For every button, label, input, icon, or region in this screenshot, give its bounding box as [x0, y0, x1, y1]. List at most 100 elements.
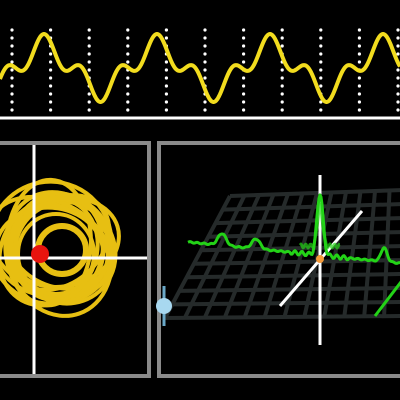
grid-dot — [126, 36, 130, 40]
spectrum-trace-back — [298, 202, 341, 250]
grid-dot — [242, 108, 246, 112]
grid-dot — [357, 36, 361, 40]
grid-dot — [10, 60, 14, 64]
slider-knob-icon[interactable] — [156, 298, 172, 314]
grid-line-col — [302, 192, 334, 318]
grid-dot — [10, 44, 14, 48]
waveform-panel — [0, 28, 400, 120]
grid-dot — [242, 28, 246, 32]
grid-dot — [203, 36, 207, 40]
grid-dot — [87, 44, 91, 48]
grid-dot — [126, 100, 130, 104]
grid-dot — [319, 60, 323, 64]
grid-dot — [357, 84, 361, 88]
grid-dot — [164, 100, 168, 104]
orbit-loop — [8, 191, 105, 303]
spectrum-trace — [187, 193, 400, 265]
grid-line-col — [202, 194, 261, 319]
grid-dot — [126, 108, 130, 112]
grid-dot — [87, 100, 91, 104]
grid-line-col — [362, 190, 377, 317]
grid-dot — [280, 68, 284, 72]
grid-dot — [280, 100, 284, 104]
grid-line-col — [163, 195, 232, 319]
grid-dot — [203, 108, 207, 112]
grid-dot — [49, 100, 53, 104]
spectrum-panel-frame — [157, 141, 400, 378]
grid-dot — [10, 52, 14, 56]
grid-dot — [10, 84, 14, 88]
grid-dot — [203, 100, 207, 104]
grid-dot — [396, 84, 400, 88]
grid-dot — [203, 60, 207, 64]
grid-dot — [87, 60, 91, 64]
orbit-marker-dot — [31, 245, 49, 263]
grid-dot — [280, 84, 284, 88]
grid-dot — [319, 84, 323, 88]
grid-dot — [164, 28, 168, 32]
grid-dot — [357, 108, 361, 112]
grid-dot — [396, 68, 400, 72]
grid-dot — [319, 76, 323, 80]
orbit-trace — [0, 177, 121, 318]
grid-dot — [49, 60, 53, 64]
grid-dot — [87, 92, 91, 96]
grid-dot — [203, 76, 207, 80]
grid-dot — [164, 60, 168, 64]
grid-dot — [396, 108, 400, 112]
grid-dot — [49, 52, 53, 56]
grid-dot — [10, 68, 14, 72]
grid-dot — [10, 92, 14, 96]
grid-dot — [280, 28, 284, 32]
grid-dot — [10, 76, 14, 80]
grid-dot — [280, 92, 284, 96]
grid-dot — [242, 76, 246, 80]
grid-dot — [203, 52, 207, 56]
grid-dot — [242, 52, 246, 56]
grid-dot — [357, 60, 361, 64]
grid-dot — [396, 100, 400, 104]
waveform-line — [0, 32, 400, 104]
grid-line-col — [262, 192, 305, 318]
slider-control[interactable] — [156, 286, 172, 326]
grid-dot — [49, 92, 53, 96]
grid-dot — [242, 84, 246, 88]
grid-dot — [126, 76, 130, 80]
grid-dot — [357, 52, 361, 56]
grid-dot — [10, 28, 14, 32]
grid-dot — [357, 28, 361, 32]
grid-dot — [396, 52, 400, 56]
grid-dot — [49, 68, 53, 72]
grid-dot — [242, 92, 246, 96]
grid-dot — [357, 92, 361, 96]
grid-dot — [319, 52, 323, 56]
grid-dot — [49, 84, 53, 88]
grid-dot — [10, 36, 14, 40]
grid-dot — [357, 76, 361, 80]
grid-dot — [87, 36, 91, 40]
grid-dot — [396, 92, 400, 96]
orbit-loop — [0, 196, 100, 308]
grid-dot — [164, 36, 168, 40]
grid-dot — [280, 36, 284, 40]
grid-dot — [126, 44, 130, 48]
grid-dot — [10, 100, 14, 104]
grid-dot — [126, 92, 130, 96]
grid-dot — [319, 100, 323, 104]
grid-dot — [357, 44, 361, 48]
grid-dot — [319, 44, 323, 48]
grid-dot — [242, 60, 246, 64]
grid-line-col — [222, 193, 276, 319]
spectrum-origin-dot — [316, 255, 324, 263]
grid-dot — [280, 44, 284, 48]
grid-dot — [164, 76, 168, 80]
grid-dot — [319, 36, 323, 40]
orbit-panel-frame — [0, 141, 151, 378]
grid-dot — [242, 100, 246, 104]
grid-dot — [49, 76, 53, 80]
grid-dot — [396, 28, 400, 32]
grid-dot — [10, 108, 14, 112]
spectrum-panel — [157, 141, 400, 378]
grid-dot — [242, 36, 246, 40]
